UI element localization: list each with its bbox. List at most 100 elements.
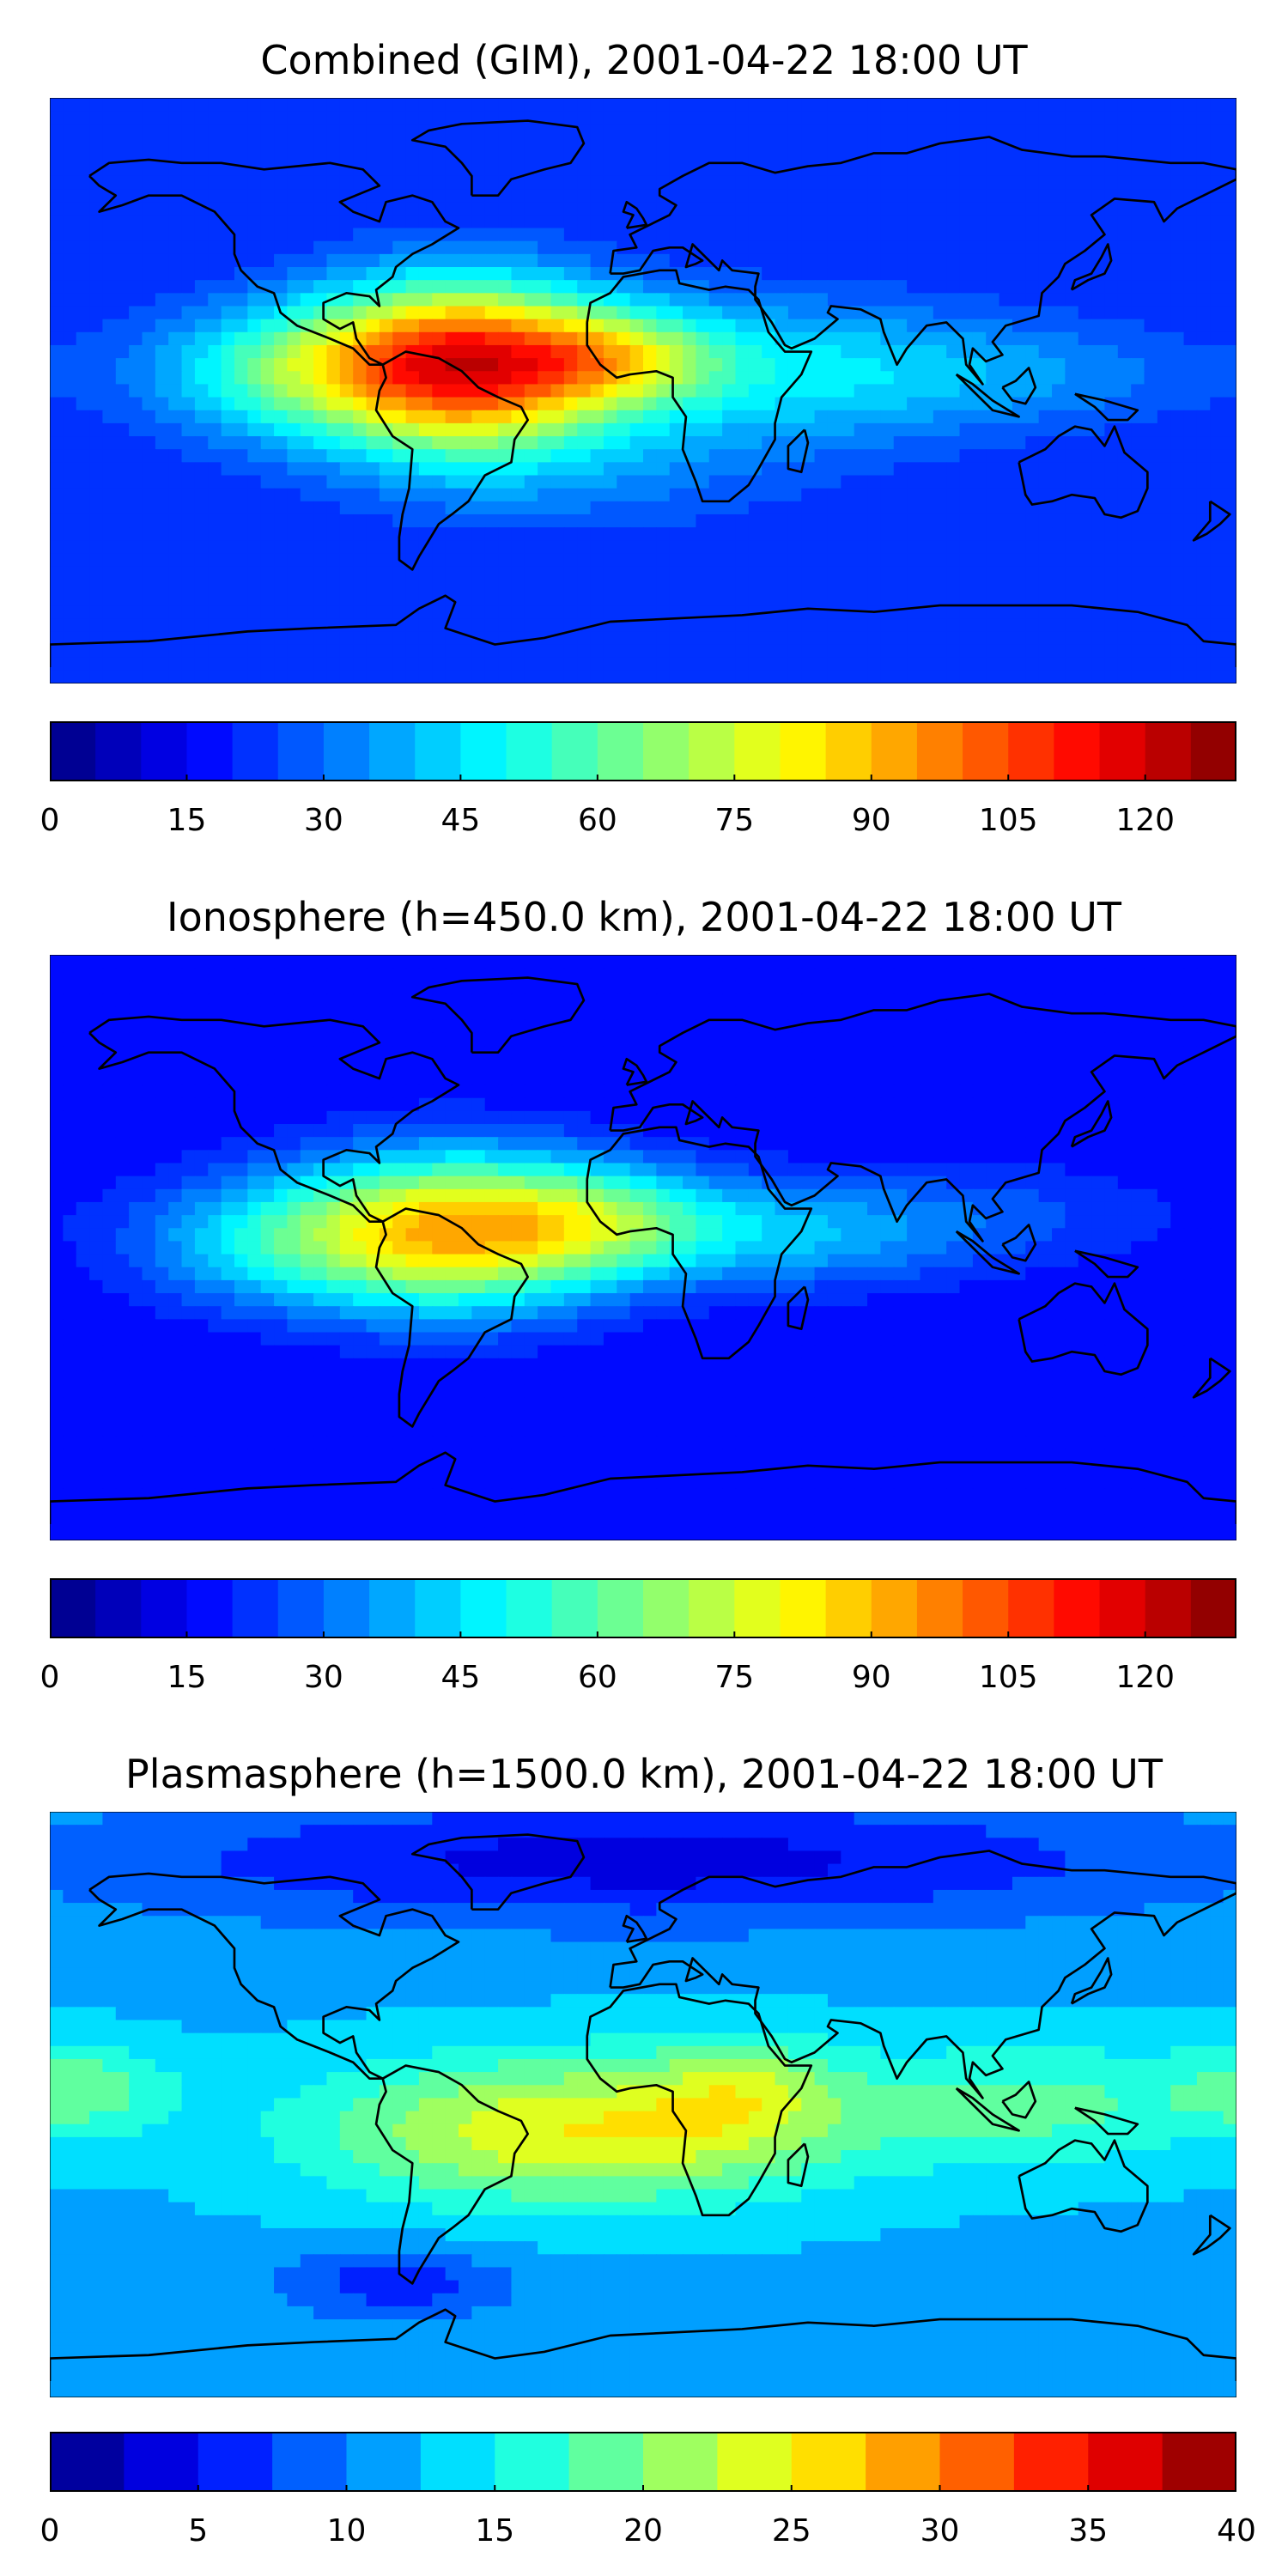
colorbar-tick-label: 45 (440, 803, 481, 838)
field-cell (1104, 384, 1119, 398)
field-cell (563, 422, 578, 437)
field-cell (893, 228, 908, 242)
field-cell (538, 553, 552, 568)
field-cell (300, 631, 314, 646)
field-cell (1170, 1046, 1185, 1060)
field-cell (629, 422, 644, 437)
field-cell (1223, 657, 1236, 671)
field-cell (50, 280, 64, 295)
field-cell (208, 240, 222, 255)
field-cell (1012, 1059, 1027, 1073)
field-cell (762, 618, 776, 633)
field-cell (221, 1072, 235, 1086)
field-cell (234, 501, 249, 515)
field-cell (1065, 240, 1079, 255)
field-cell (524, 644, 538, 659)
field-cell (418, 605, 434, 619)
field-cell (590, 462, 605, 477)
field-cell (696, 331, 710, 346)
field-cell (1144, 384, 1158, 398)
field-cell (1131, 579, 1145, 593)
field-cell (1131, 111, 1145, 125)
field-cell (1025, 993, 1040, 1008)
field-cell (748, 540, 762, 555)
field-cell (1157, 202, 1171, 216)
field-cell (1052, 657, 1066, 671)
field-cell (274, 436, 289, 450)
field-cell (1065, 331, 1079, 346)
field-cell (1223, 124, 1236, 138)
field-cell (1223, 267, 1236, 281)
field-cell (155, 175, 169, 190)
field-cell (194, 306, 210, 320)
field-cell (1170, 175, 1185, 190)
field-cell (907, 293, 921, 307)
field-cell (787, 592, 803, 606)
field-cell (313, 149, 328, 164)
field-cell (194, 267, 210, 281)
field-cell (867, 202, 882, 216)
field-cell (603, 501, 618, 515)
field-cell (511, 955, 526, 969)
field-cell (353, 513, 368, 528)
field-cell (366, 993, 380, 1008)
field-cell (946, 513, 961, 528)
field-cell (629, 462, 644, 477)
field-cell (208, 189, 222, 204)
field-cell (313, 319, 328, 333)
field-cell (76, 397, 90, 411)
field-cell (129, 1072, 143, 1086)
field-cell (432, 331, 447, 346)
field-cell (787, 540, 803, 555)
field-cell (854, 592, 868, 606)
field-cell (1012, 981, 1027, 995)
field-cell (511, 98, 526, 112)
field-cell (775, 253, 789, 268)
field-cell (1065, 371, 1079, 386)
field-cell (326, 371, 341, 386)
field-cell (762, 968, 776, 982)
field-cell (708, 319, 723, 333)
field-cell (814, 111, 829, 125)
field-cell (880, 1046, 895, 1060)
field-cell (300, 267, 314, 281)
field-cell (234, 993, 249, 1008)
field-cell (484, 344, 499, 359)
field-cell (1223, 1059, 1236, 1073)
field-cell (1157, 358, 1171, 373)
field-cell (603, 162, 618, 177)
field-cell (1183, 579, 1198, 593)
field-cell (854, 579, 868, 593)
field-cell (471, 293, 486, 307)
field-cell (1091, 293, 1106, 307)
field-cell (1078, 605, 1092, 619)
field-cell (827, 331, 842, 346)
field-cell (1144, 968, 1158, 982)
field-cell (867, 449, 882, 464)
field-cell (867, 1046, 882, 1060)
field-cell (432, 280, 447, 295)
field-cell (1065, 189, 1079, 204)
field-cell (827, 280, 842, 295)
field-cell (999, 1072, 1013, 1086)
field-cell (353, 137, 368, 151)
field-cell (50, 657, 64, 671)
field-cell (801, 592, 816, 606)
field-cell (907, 1019, 921, 1034)
field-cell (339, 371, 354, 386)
field-cell (353, 267, 368, 281)
field-cell (946, 215, 961, 229)
field-cell (1104, 202, 1119, 216)
field-cell (775, 644, 789, 659)
field-cell (353, 319, 368, 333)
field-cell (1078, 202, 1092, 216)
field-cell (683, 1006, 697, 1021)
field-cell (405, 293, 420, 307)
field-cell (933, 293, 947, 307)
field-cell (366, 189, 380, 204)
field-cell (735, 566, 750, 580)
field-cell (617, 644, 631, 659)
field-cell (459, 513, 473, 528)
field-cell (208, 253, 222, 268)
field-cell (1157, 1059, 1171, 1073)
